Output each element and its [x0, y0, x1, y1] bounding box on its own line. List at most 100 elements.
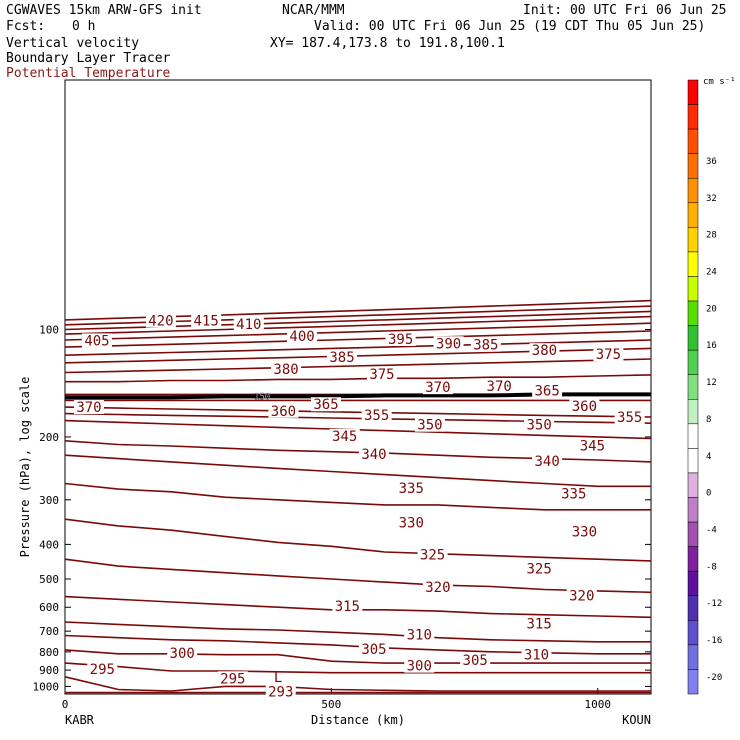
- y-tick-label: 400: [39, 538, 59, 551]
- theta-contour-390: [64, 339, 652, 356]
- y-tick-label: 700: [39, 625, 59, 638]
- contour-label: 340: [534, 454, 559, 470]
- contour-label-bg: [191, 313, 222, 328]
- colorbar-cell: [687, 325, 699, 351]
- theta-contour-300: [64, 662, 651, 674]
- contour-label: 375: [369, 367, 394, 383]
- contour-label: 385: [473, 338, 498, 354]
- contour-label: 405: [84, 333, 109, 349]
- forecast-hour: 0 h: [72, 19, 96, 34]
- contour-label-bg: [145, 313, 176, 328]
- contour-label: 365: [313, 397, 338, 413]
- contour-label-bg: [614, 410, 645, 425]
- contour-label-bg: [265, 684, 296, 699]
- y-tick-label: 100: [39, 323, 59, 336]
- colorbar-cell: [687, 448, 699, 474]
- contour-label-bg: [361, 408, 392, 423]
- colorbar-cell: [687, 300, 699, 326]
- contour-label: 345: [332, 429, 357, 445]
- contour-label-bg: [311, 397, 342, 412]
- theta-contour-305: [64, 649, 651, 664]
- theta-contour-405: [64, 315, 652, 335]
- plot-frame: [64, 79, 652, 695]
- contour-label: 345: [580, 439, 605, 455]
- colorbar-label: 28: [706, 231, 717, 241]
- contour-label: 295: [220, 671, 245, 687]
- contour-label: 380: [532, 343, 557, 359]
- colorbar-label: -4: [706, 525, 717, 535]
- contour-label-bg: [569, 399, 600, 414]
- contour-label-bg: [287, 329, 318, 344]
- colorbar-cell: [687, 251, 699, 277]
- org-label: NCAR/MMM: [282, 3, 345, 18]
- contour-label: 385: [329, 350, 354, 366]
- colorbar-cell: [687, 349, 699, 375]
- colorbar-cell: [687, 177, 699, 204]
- contour-label: 355: [617, 410, 642, 426]
- contour-label: 415: [194, 314, 219, 330]
- colorbar-label: 24: [706, 268, 717, 278]
- contour-label: 355: [364, 408, 389, 424]
- colorbar-label: 12: [706, 378, 717, 388]
- contour-label-bg: [532, 383, 563, 398]
- field-vertical-velocity: Vertical velocity: [6, 36, 140, 51]
- colorbar-label: -16: [706, 636, 722, 646]
- contour-label-bg: [524, 561, 555, 576]
- contour-label: 360: [271, 404, 296, 420]
- y-tick-label: 300: [39, 494, 59, 507]
- contour-label-bg: [484, 379, 515, 394]
- colorbar-cell: [687, 128, 699, 154]
- colorbar-cell: [687, 546, 699, 572]
- contour-label: 390: [436, 336, 461, 352]
- contour-label: 335: [561, 487, 586, 503]
- contour-label: 293: [268, 685, 293, 701]
- x-end-station: KOUN: [622, 713, 651, 727]
- colorbar-unit: cm s⁻¹: [703, 77, 736, 87]
- contour-label: 365: [534, 383, 559, 399]
- theta-contour-295: [64, 676, 651, 692]
- contour-label: 370: [487, 379, 512, 395]
- contour-label-bg: [529, 343, 560, 358]
- contour-label-bg: [73, 400, 104, 415]
- theta-contour-310: [64, 634, 651, 655]
- colorbar-label: 16: [706, 341, 717, 351]
- y-tick-label: 900: [39, 664, 59, 677]
- contour-label-bg: [558, 486, 589, 501]
- colorbar-cell: [687, 104, 699, 130]
- contour-label: 325: [420, 548, 445, 564]
- contour-label-bg: [385, 331, 416, 346]
- contour-label: 420: [148, 314, 173, 330]
- contour-label-bg: [404, 627, 435, 642]
- contour-label: 395: [388, 332, 413, 348]
- colorbar-label: 32: [706, 194, 717, 204]
- contour-label-bg: [460, 653, 491, 668]
- field-boundary-layer-tracer: Boundary Layer Tracer: [6, 51, 171, 66]
- theta-contour-375: [65, 374, 652, 383]
- model-title: CGWAVES 15km ARW-GFS init: [6, 3, 202, 18]
- x-tick-label: 500: [321, 698, 341, 711]
- colorbar-cell: [687, 497, 699, 523]
- contour-label-bg: [422, 380, 453, 395]
- theta-contour-325: [64, 558, 652, 594]
- contour-label: 335: [399, 481, 424, 497]
- contour-label-bg: [358, 447, 389, 462]
- contour-label: 325: [526, 561, 551, 577]
- theta-contour-380: [64, 358, 652, 374]
- colorbar-label: -20: [706, 673, 722, 683]
- contour-label-bg: [414, 417, 445, 432]
- contour-label-bg: [524, 616, 555, 631]
- contour-label-bg: [87, 662, 118, 677]
- contour-label-bg: [329, 428, 360, 443]
- cross-section-endpoints: XY= 187.4,173.8 to 191.8,100.1: [270, 36, 505, 51]
- colorbar-cell: [687, 669, 699, 695]
- contour-label: 380: [273, 362, 298, 378]
- contour-label-bg: [217, 671, 248, 686]
- contour-label-bg: [167, 645, 198, 660]
- colorbar-cell: [687, 227, 699, 253]
- contour-label: 305: [361, 642, 386, 658]
- contour-label: 350: [417, 418, 442, 434]
- contour-label-bg: [593, 347, 624, 362]
- contour-label: 400: [289, 329, 314, 345]
- x-axis-title: Distance (km): [311, 713, 405, 727]
